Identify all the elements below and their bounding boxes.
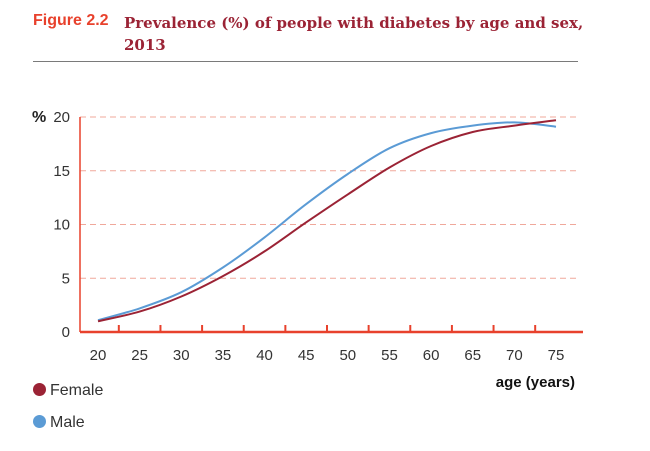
y-tick-label-10: 10 (53, 217, 70, 234)
x-tick-label-45: 45 (298, 347, 315, 364)
series-line-female (97, 119, 557, 323)
male-swatch-icon (33, 415, 46, 428)
female-swatch-icon (33, 383, 46, 396)
x-axis-label: age (years) (496, 374, 575, 391)
y-tick-label-5: 5 (62, 270, 70, 287)
x-tick-label-55: 55 (381, 347, 398, 364)
x-tick-label-70: 70 (506, 347, 523, 364)
legend-item-female: Female (33, 382, 103, 400)
legend-label-male: Male (50, 414, 85, 431)
gridlines (80, 116, 578, 279)
x-tick-label-60: 60 (423, 347, 440, 364)
series-lines (97, 119, 557, 323)
y-ticks: 0 5 10 15 20 (53, 109, 70, 341)
x-tick-label-25: 25 (131, 347, 148, 364)
x-tick-label-65: 65 (464, 347, 481, 364)
y-tick-label-15: 15 (53, 163, 70, 180)
x-tick-label-30: 30 (173, 347, 190, 364)
x-ticks: 20 25 30 35 40 45 50 55 60 65 70 75 (90, 325, 565, 364)
figure-label: Figure 2.2 (33, 12, 109, 29)
x-tick-label-40: 40 (256, 347, 273, 364)
x-tick-label-75: 75 (548, 347, 565, 364)
x-tick-label-50: 50 (339, 347, 356, 364)
y-tick-label-0: 0 (62, 324, 70, 341)
x-tick-label-20: 20 (90, 347, 107, 364)
title-divider (33, 61, 578, 62)
legend-item-male: Male (33, 414, 85, 432)
legend-label-female: Female (50, 382, 104, 399)
y-axis-label: % (32, 109, 46, 126)
x-tick-label-35: 35 (215, 347, 232, 364)
series-line-male (97, 121, 557, 322)
y-tick-label-20: 20 (53, 109, 70, 126)
figure-title: Prevalence (%) of people with diabetes b… (124, 14, 584, 54)
